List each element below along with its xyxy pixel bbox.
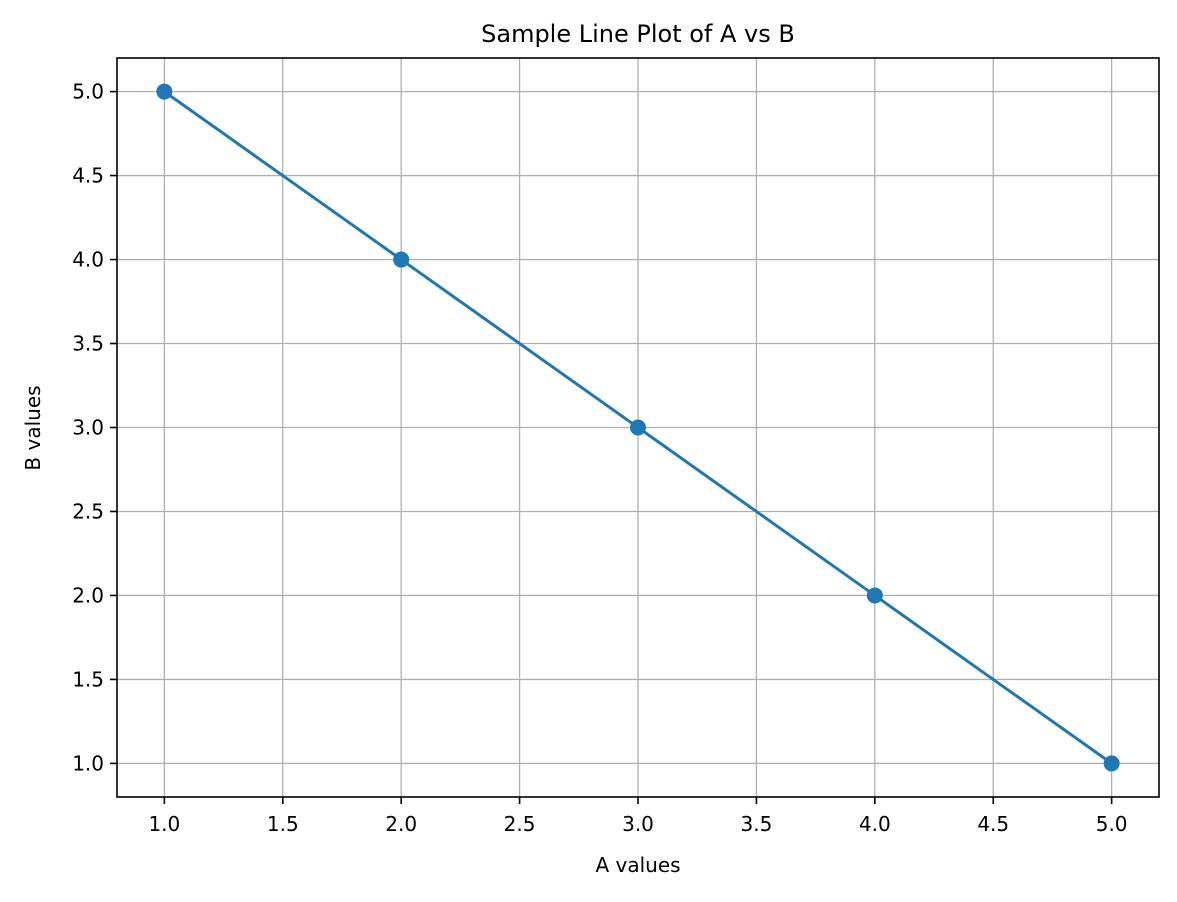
x-tick-label: 2.5 (504, 812, 536, 836)
y-tick-label: 4.0 (72, 248, 104, 272)
x-tick-label: 4.5 (977, 812, 1009, 836)
x-tick-label: 5.0 (1096, 812, 1128, 836)
y-tick-label: 5.0 (72, 80, 104, 104)
x-tick-label: 2.0 (385, 812, 417, 836)
data-point (156, 83, 173, 100)
y-tick-label: 3.0 (72, 416, 104, 440)
data-point (866, 587, 883, 604)
data-point (393, 251, 410, 268)
y-tick-label: 1.0 (72, 751, 104, 775)
data-point (630, 419, 646, 436)
y-tick-label: 2.5 (72, 499, 104, 523)
x-tick-label: 3.0 (622, 812, 654, 836)
x-tick-label: 4.0 (859, 812, 891, 836)
data-point (1103, 755, 1120, 772)
x-tick-label: 1.0 (148, 812, 180, 836)
y-tick-label: 4.5 (72, 164, 104, 188)
x-tick-label: 1.5 (267, 812, 299, 836)
chart-title: Sample Line Plot of A vs B (481, 20, 795, 48)
y-tick-label: 3.5 (72, 332, 104, 356)
y-tick-label: 1.5 (72, 667, 104, 691)
y-axis-label: B values (21, 385, 45, 470)
ticks: 1.0 1.5 2.0 2.5 3.0 3.5 4.0 4.5 5.0 1.0 1.5 2.0 2.5 3… (72, 80, 1127, 836)
y-tick-label: 2.0 (72, 583, 104, 607)
series-layer (156, 83, 1120, 772)
x-tick-label: 3.5 (741, 812, 773, 836)
x-axis-label: A values (595, 853, 680, 877)
